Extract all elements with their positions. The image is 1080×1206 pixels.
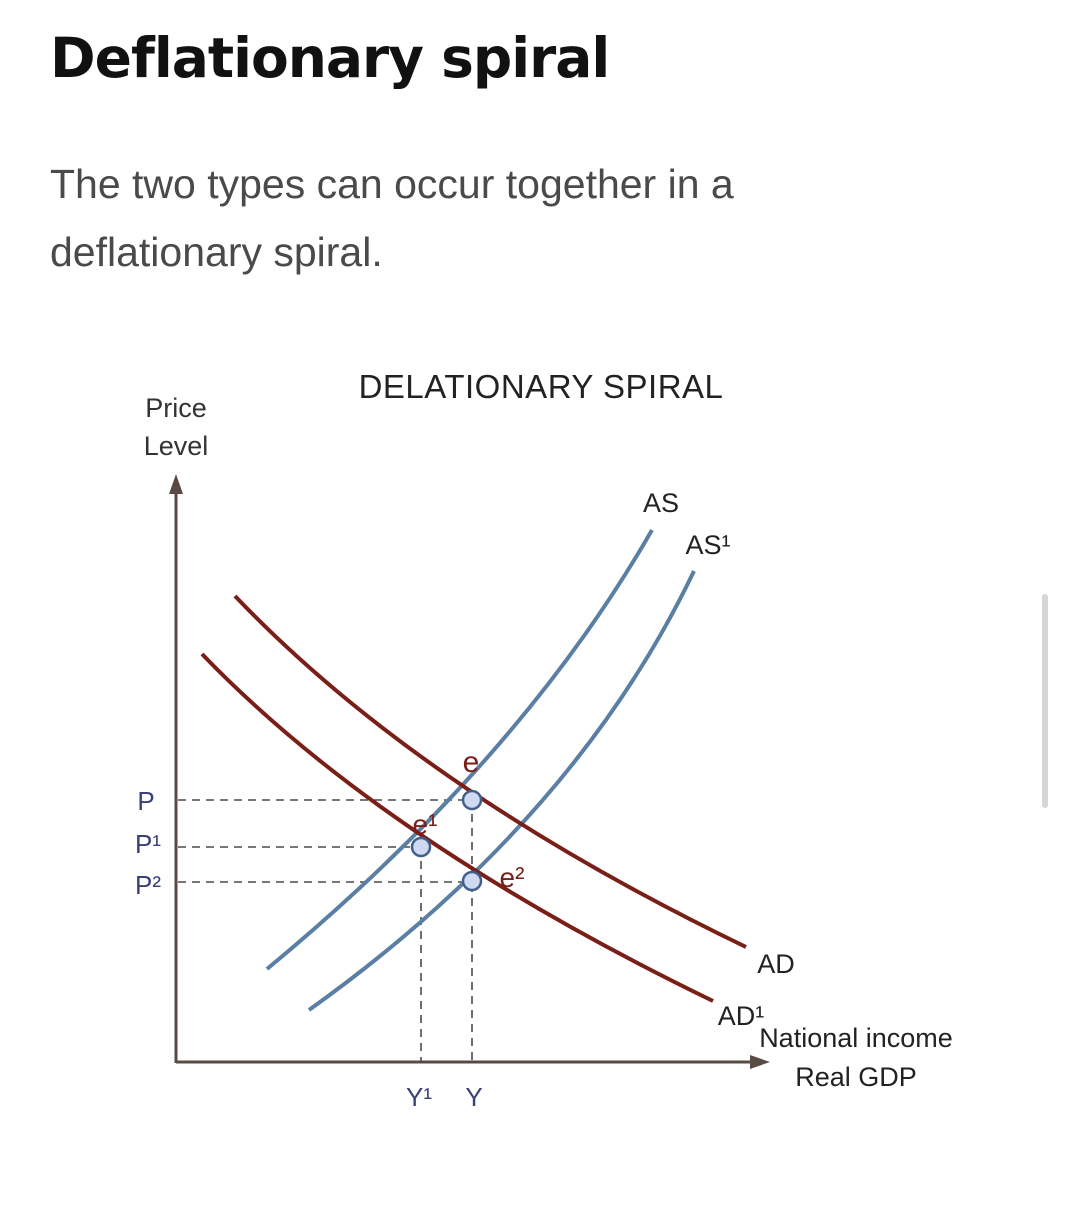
deflationary-spiral-diagram: DELATIONARY SPIRAL Price Level e e¹ e² A… bbox=[135, 368, 953, 1112]
page-title: Deflationary spiral bbox=[50, 26, 610, 90]
curve-label-ad1: AD¹ bbox=[718, 1001, 765, 1031]
equilibrium-point-e bbox=[461, 789, 483, 811]
axes bbox=[169, 474, 770, 1069]
equilibrium-point-e1 bbox=[410, 836, 432, 858]
output-label-y: Y bbox=[465, 1082, 482, 1112]
diagram-title: DELATIONARY SPIRAL bbox=[359, 368, 724, 405]
output-label-y1: Y¹ bbox=[406, 1082, 432, 1112]
as-curve bbox=[265, 529, 654, 971]
ad-curve bbox=[233, 594, 747, 949]
x-axis-arrow bbox=[750, 1055, 770, 1069]
scrollbar-thumb[interactable] bbox=[1042, 594, 1048, 808]
curve-label-ad: AD bbox=[757, 949, 795, 979]
y-axis-label-level: Level bbox=[144, 431, 209, 461]
price-level-label-p: P bbox=[137, 786, 154, 816]
y-axis-arrow bbox=[169, 474, 183, 494]
x-axis-label-national-income: National income bbox=[759, 1023, 953, 1053]
ad1-curve bbox=[200, 652, 714, 1003]
price-level-label-p2: P² bbox=[135, 870, 161, 900]
y-axis-label-price: Price bbox=[145, 393, 207, 423]
dashed-guides bbox=[178, 799, 473, 1062]
curve-label-as1: AS¹ bbox=[685, 530, 730, 560]
curve-label-as: AS bbox=[643, 488, 679, 518]
equilibrium-label-e2: e² bbox=[500, 862, 525, 893]
intro-text: The two types can occur together in a de… bbox=[50, 161, 734, 275]
x-axis-label-real-gdp: Real GDP bbox=[795, 1062, 917, 1092]
price-level-label-p1: P¹ bbox=[135, 829, 161, 859]
equilibrium-label-e: e bbox=[463, 746, 480, 779]
equilibrium-point-e2 bbox=[461, 870, 483, 892]
equilibrium-label-e1: e¹ bbox=[413, 809, 438, 840]
as1-curve bbox=[307, 570, 696, 1012]
